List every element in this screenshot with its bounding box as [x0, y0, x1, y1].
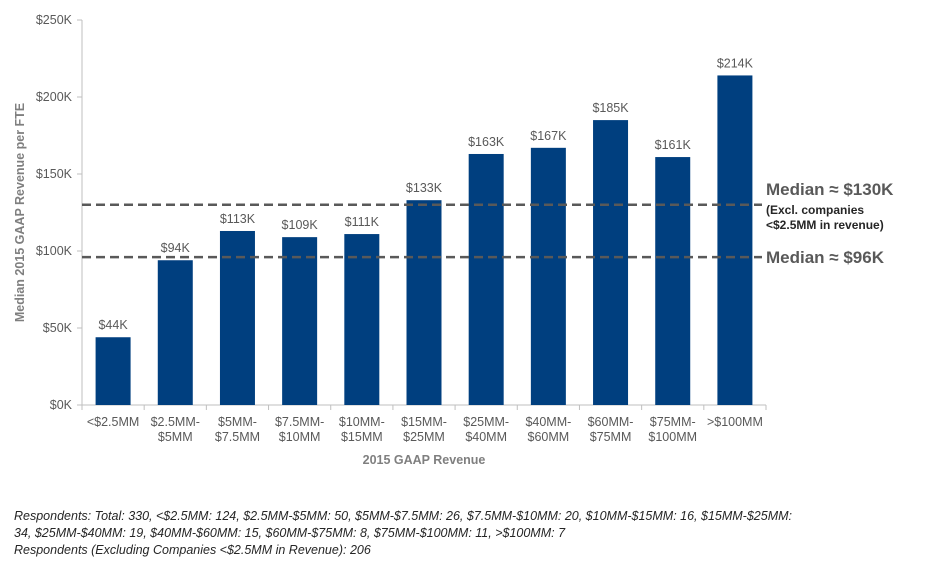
bar — [530, 147, 566, 405]
data-label: $167K — [530, 129, 567, 143]
y-axis-title: Median 2015 GAAP Revenue per FTE — [13, 103, 27, 322]
x-tick-label-line: $5MM — [158, 430, 193, 444]
data-label: $161K — [655, 138, 692, 152]
x-tick-label-line: $75MM — [590, 430, 632, 444]
y-tick-label: $250K — [36, 13, 73, 27]
x-tick-label-line: $10MM- — [339, 415, 385, 429]
x-tick-label-line: $40MM- — [525, 415, 571, 429]
data-label: $214K — [717, 56, 754, 70]
median-note: <$2.5MM in revenue) — [766, 218, 884, 232]
data-label: $113K — [220, 212, 256, 226]
x-tick-label: $60MM-$75MM — [588, 415, 634, 444]
data-label: $94K — [161, 241, 191, 255]
data-label: $163K — [468, 135, 505, 149]
footnote-line: Respondents: Total: 330, <$2.5MM: 124, $… — [14, 509, 792, 523]
footnote-line: Respondents (Excluding Companies <$2.5MM… — [14, 543, 371, 557]
data-label: $111K — [345, 215, 380, 229]
x-tick-label-line: $15MM- — [401, 415, 447, 429]
median-label: Median ≈ $96K — [766, 248, 885, 267]
x-tick-label: $75MM-$100MM — [648, 415, 697, 444]
y-tick-label: $150K — [36, 167, 73, 181]
bar — [655, 157, 691, 405]
x-tick-label-line: $15MM — [341, 430, 383, 444]
x-axis-title: 2015 GAAP Revenue — [363, 453, 486, 467]
median-label: Median ≈ $130K — [766, 180, 894, 199]
x-tick-label-line: $75MM- — [650, 415, 696, 429]
data-label: $185K — [592, 101, 629, 115]
bar — [717, 75, 753, 405]
x-tick-label-line: $5MM- — [218, 415, 257, 429]
x-tick-label: $2.5MM-$5MM — [151, 415, 200, 444]
x-tick-label: >$100MM — [707, 415, 763, 429]
data-label: $44K — [98, 318, 128, 332]
data-label: $109K — [282, 218, 319, 232]
bar — [157, 260, 193, 405]
y-tick-label: $200K — [36, 90, 73, 104]
x-tick-label-line: $60MM — [528, 430, 570, 444]
x-tick-label-line: $7.5MM- — [275, 415, 324, 429]
median-note: (Excl. companies — [766, 203, 864, 217]
x-tick-label: $7.5MM-$10MM — [275, 415, 324, 444]
x-tick-label-line: <$2.5MM — [87, 415, 139, 429]
footnote-line: 34, $25MM-$40MM: 19, $40MM-$60MM: 15, $6… — [14, 526, 566, 540]
bar — [95, 337, 131, 405]
bar — [282, 237, 318, 405]
respondents-footnote: Respondents: Total: 330, <$2.5MM: 124, $… — [14, 508, 914, 559]
x-tick-label: $5MM-$7.5MM — [215, 415, 260, 444]
bar — [406, 200, 442, 405]
x-tick-label-line: $100MM — [648, 430, 697, 444]
x-tick-label: $25MM-$40MM — [463, 415, 509, 444]
x-tick-label-line: $25MM- — [463, 415, 509, 429]
x-tick-label: $15MM-$25MM — [401, 415, 447, 444]
x-tick-label-line: $40MM — [465, 430, 507, 444]
x-tick-label-line: $2.5MM- — [151, 415, 200, 429]
x-tick-label-line: $7.5MM — [215, 430, 260, 444]
y-tick-label: $0K — [50, 398, 73, 412]
x-tick-label: <$2.5MM — [87, 415, 139, 429]
revenue-per-fte-chart: $0K $50K $100K $150K $200K $250K $44K <$2.5MM $9… — [13, 13, 894, 467]
data-label: $133K — [406, 181, 443, 195]
x-tick-label: $40MM-$60MM — [525, 415, 571, 444]
y-tick-label: $100K — [36, 244, 73, 258]
bar — [593, 120, 629, 405]
x-tick-label-line: $25MM — [403, 430, 445, 444]
y-tick-label: $50K — [43, 321, 73, 335]
x-tick-label-line: $10MM — [279, 430, 321, 444]
x-tick-label-line: >$100MM — [707, 415, 763, 429]
x-tick-label-line: $60MM- — [588, 415, 634, 429]
bar — [219, 230, 255, 405]
bar — [344, 234, 380, 405]
bar — [468, 153, 504, 405]
x-tick-label: $10MM-$15MM — [339, 415, 385, 444]
